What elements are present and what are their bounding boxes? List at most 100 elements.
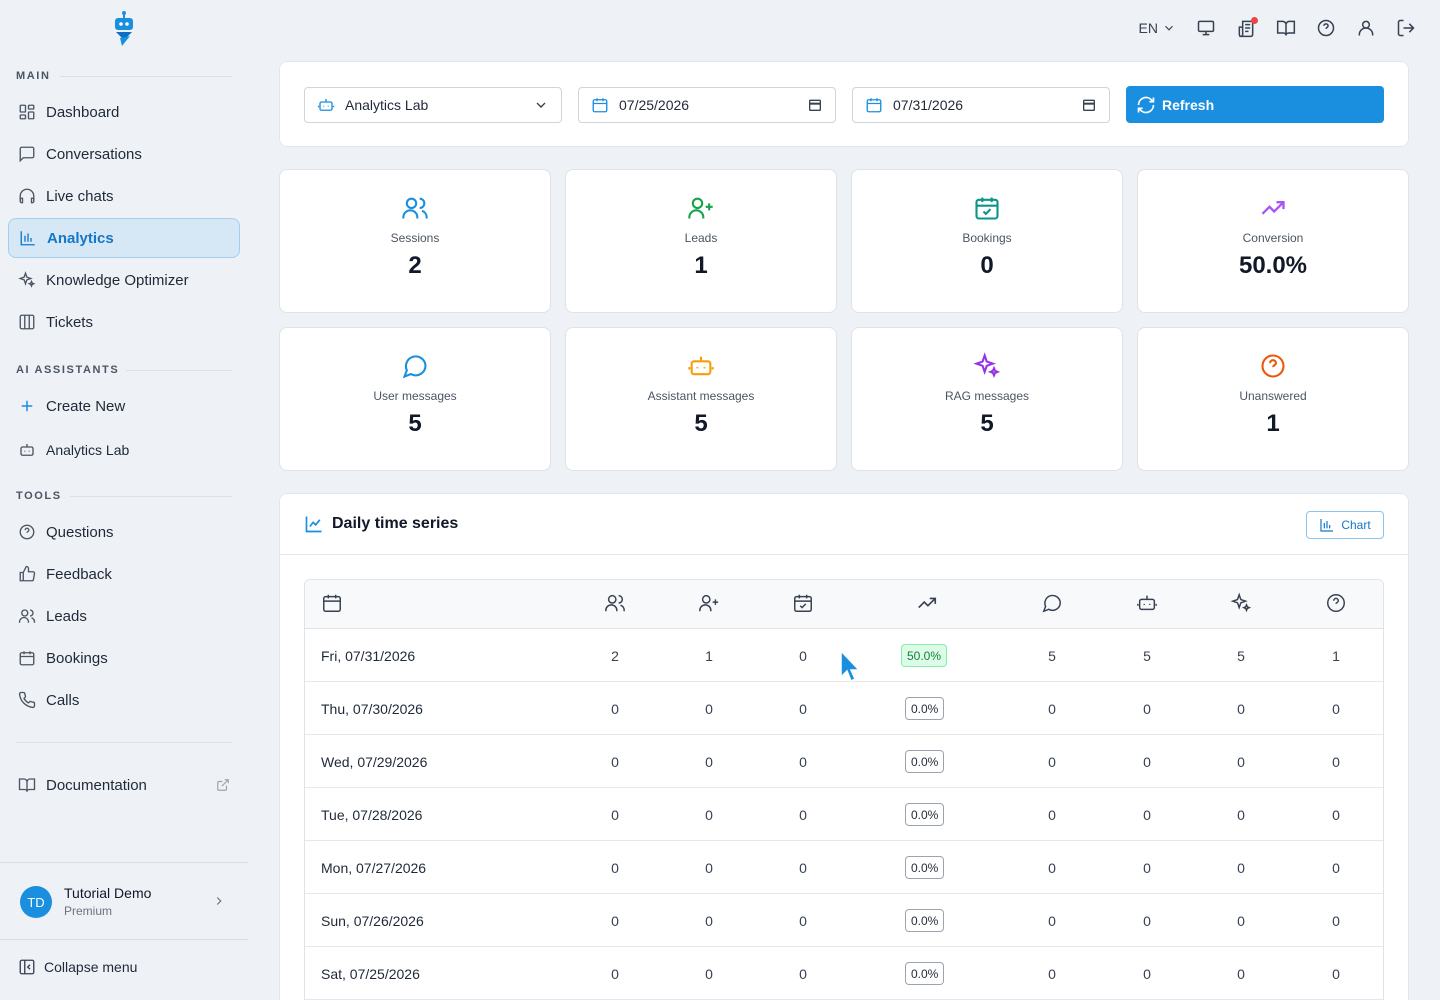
book-open-icon[interactable] (1276, 18, 1296, 38)
stat-value: 1 (1266, 410, 1280, 437)
chart-button-label: Chart (1341, 518, 1371, 532)
message-circle-icon (402, 355, 427, 379)
chevron-right-icon (216, 897, 222, 905)
sidebar-item-label: Create New (46, 397, 126, 415)
trending-up-icon[interactable] (916, 592, 938, 614)
cell-leads: 0 (705, 753, 713, 770)
sidebar-item-bookings[interactable]: Bookings (8, 638, 240, 678)
news-icon[interactable] (1236, 17, 1258, 38)
stat-card-bookings: Bookings 0 (851, 169, 1123, 313)
user-icon[interactable] (1356, 18, 1376, 38)
divider (60, 76, 232, 77)
user-plus-icon[interactable] (698, 592, 720, 614)
calendar-check-icon[interactable] (792, 592, 814, 614)
help-circle-icon[interactable] (1316, 18, 1336, 38)
users-icon[interactable] (604, 592, 626, 614)
refresh-button[interactable]: Refresh (1126, 86, 1384, 123)
sidebar-item-leads[interactable]: Leads (8, 596, 240, 636)
cell-unanswered: 0 (1332, 859, 1340, 876)
sparkles-icon[interactable] (1230, 592, 1252, 614)
sidebar-item-analytics-lab[interactable]: Analytics Lab (8, 430, 240, 470)
cell-assistant-messages: 5 (1143, 647, 1151, 664)
table-row[interactable]: Sat, 07/25/2026 0 0 0 0.0% 0 0 0 0 (305, 947, 1383, 1000)
avatar: TD (20, 886, 52, 918)
section-label-assistants: AI ASSISTANTS (16, 364, 120, 376)
help-circle-icon[interactable] (1325, 592, 1347, 614)
sidebar-item-documentation[interactable]: Documentation (8, 765, 240, 805)
sidebar-item-label: Calls (46, 691, 80, 709)
sidebar-item-analytics[interactable]: Analytics (8, 218, 240, 258)
cell-rag-messages: 0 (1237, 753, 1245, 770)
end-date-value: 07/31/2026 (893, 97, 964, 113)
thumbs-up-icon (19, 565, 36, 582)
sidebar-item-tickets[interactable]: Tickets (8, 302, 240, 342)
date-picker-icon[interactable] (807, 97, 823, 113)
stat-card-rag-messages: RAG messages 5 (851, 327, 1123, 471)
sidebar-item-dashboard[interactable]: Dashboard (8, 92, 240, 132)
user-plus-icon (688, 197, 713, 219)
cell-unanswered: 0 (1332, 806, 1340, 823)
cell-conversion-badge: 0.0% (905, 750, 945, 773)
sidebar-item-label: Dashboard (46, 103, 120, 121)
book-open-icon (18, 778, 36, 792)
stat-value: 5 (694, 410, 708, 437)
dashboard-icon (19, 104, 35, 120)
end-date-input[interactable]: 07/31/2026 (852, 87, 1110, 123)
cell-leads: 0 (705, 912, 713, 929)
daily-time-series-panel: Daily time series Chart Fri, 07/31/2026 … (279, 493, 1409, 1000)
collapse-menu-button[interactable]: Collapse menu (18, 958, 137, 976)
assistant-select-value: Analytics Lab (345, 97, 429, 113)
cell-sessions: 0 (611, 806, 619, 823)
cell-user-messages: 0 (1048, 806, 1056, 823)
table-row[interactable]: Thu, 07/30/2026 0 0 0 0.0% 0 0 0 0 (305, 682, 1383, 735)
user-profile[interactable]: TD Tutorial Demo Premium (0, 862, 248, 940)
table-row[interactable]: Sun, 07/26/2026 0 0 0 0.0% 0 0 0 0 (305, 894, 1383, 947)
stat-card-assistant-messages: Assistant messages 5 (565, 327, 837, 471)
cell-user-messages: 5 (1048, 647, 1056, 664)
sidebar-item-label: Questions (46, 523, 114, 541)
users-icon (402, 197, 428, 219)
table-row[interactable]: Tue, 07/28/2026 0 0 0 0.0% 0 0 0 0 (305, 788, 1383, 841)
logout-icon[interactable] (1396, 18, 1416, 38)
filter-bar: Analytics Lab 07/25/2026 07/31/2026 Refr… (279, 61, 1409, 147)
sidebar-item-create-new[interactable]: Create New (8, 386, 240, 426)
table-row[interactable]: Wed, 07/29/2026 0 0 0 0.0% 0 0 0 0 (305, 735, 1383, 788)
sidebar-item-label: Live chats (46, 187, 114, 205)
cell-leads: 0 (705, 806, 713, 823)
cell-rag-messages: 0 (1237, 700, 1245, 717)
sparkles-icon (973, 352, 1001, 378)
cell-conversion-badge: 50.0% (901, 644, 948, 667)
sidebar-item-live-chats[interactable]: Live chats (8, 176, 240, 216)
sidebar-item-label: Conversations (46, 145, 142, 163)
assistant-select[interactable]: Analytics Lab (304, 87, 562, 123)
calendar-icon[interactable] (321, 592, 343, 614)
chart-toggle-button[interactable]: Chart (1306, 511, 1384, 539)
stat-label: Assistant messages (647, 389, 755, 403)
cell-bookings: 0 (799, 753, 807, 770)
date-picker-icon[interactable] (1081, 97, 1097, 113)
logo-icon[interactable] (112, 10, 136, 48)
sidebar: MAIN Dashboard Conversations Live chats … (0, 0, 248, 1000)
cell-unanswered: 0 (1332, 700, 1340, 717)
sidebar-item-knowledge-optimizer[interactable]: Knowledge Optimizer (8, 260, 240, 300)
section-label-tools: TOOLS (16, 490, 62, 502)
start-date-input[interactable]: 07/25/2026 (578, 87, 836, 123)
monitor-icon[interactable] (1196, 18, 1216, 38)
cell-rag-messages: 0 (1237, 859, 1245, 876)
sidebar-item-questions[interactable]: Questions (8, 512, 240, 552)
bar-chart-icon (1320, 519, 1334, 532)
bot-icon[interactable] (1136, 592, 1158, 614)
cell-leads: 0 (705, 859, 713, 876)
sidebar-item-calls[interactable]: Calls (8, 680, 240, 720)
sidebar-item-conversations[interactable]: Conversations (8, 134, 240, 174)
cell-date: Sat, 07/25/2026 (321, 965, 420, 982)
table-row[interactable]: Mon, 07/27/2026 0 0 0 0.0% 0 0 0 0 (305, 841, 1383, 894)
message-circle-icon[interactable] (1041, 592, 1063, 614)
cell-rag-messages: 0 (1237, 806, 1245, 823)
sidebar-item-feedback[interactable]: Feedback (8, 554, 240, 594)
refresh-icon (1137, 96, 1155, 113)
stat-value: 2 (408, 252, 422, 279)
sidebar-item-label: Feedback (46, 565, 112, 583)
mouse-cursor-icon (840, 649, 861, 683)
language-selector[interactable]: EN (1139, 20, 1176, 36)
